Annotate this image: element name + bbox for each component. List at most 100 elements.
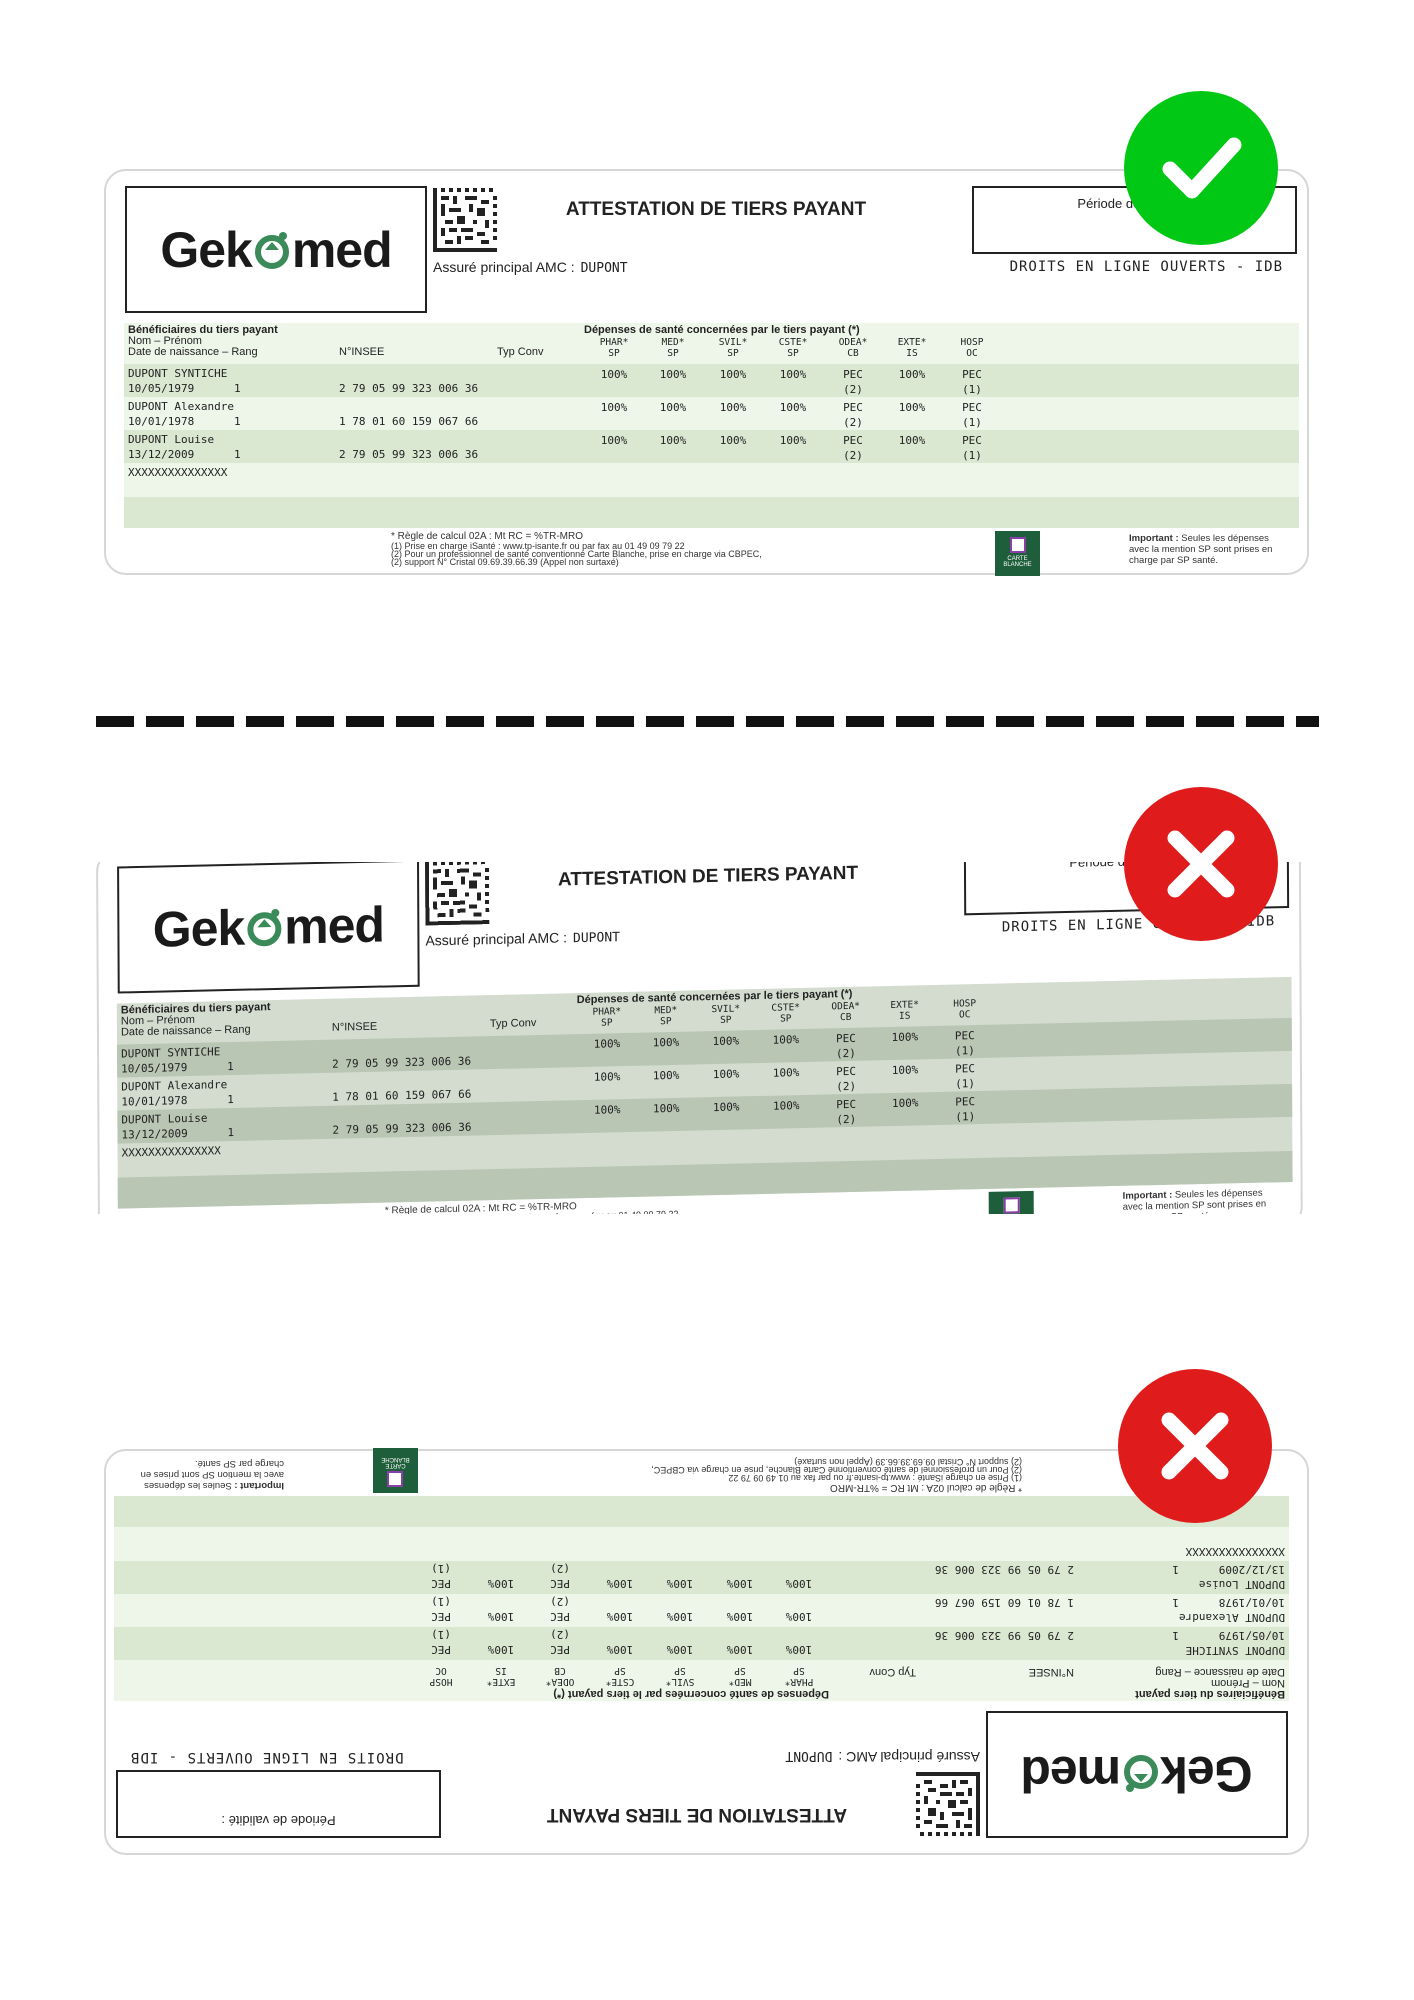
value-exte: 100%: [898, 401, 926, 414]
value-odea: PEC (2): [550, 1562, 570, 1590]
beneficiary-insee: 1 78 01 60 159 067 66: [934, 1596, 1074, 1609]
beneficiary-rang: 1: [227, 1092, 234, 1107]
value-med: 100%: [659, 368, 687, 381]
logo-text-left: Gek: [1161, 1746, 1253, 1803]
column-odea: ODEA* CB: [838, 337, 868, 359]
beneficiary-birth: 10/01/1978: [128, 415, 195, 428]
column-svil: SVIL* SP: [665, 1665, 695, 1687]
beneficiary-insee: 2 79 05 99 323 006 36: [934, 1629, 1074, 1642]
carte-blanche-logo: CARTE BLANCHE: [995, 531, 1040, 576]
value-cste: 100%: [779, 401, 807, 414]
beneficiary-insee: 2 79 05 99 323 006 36: [339, 448, 479, 461]
header-depenses: Dépenses de santé concernées par le tier…: [553, 1688, 829, 1700]
cross-badge: [1124, 787, 1278, 941]
footnote-2: (2) Pour un professionnel de santé conve…: [651, 1465, 1022, 1475]
value-hosp: PEC (1): [962, 368, 982, 396]
value-svil: 100%: [712, 1100, 740, 1115]
column-cste: CSTE* SP: [605, 1665, 635, 1687]
beneficiary-insee: 2 79 05 99 323 006 36: [339, 382, 479, 395]
value-phar: 100%: [594, 1103, 621, 1117]
value-med: 100%: [652, 1101, 680, 1116]
footnote-regle: * Règle de calcul 02A : Mt RC = %TR-MRO: [829, 1482, 1022, 1493]
column-cste: CSTE* SP: [771, 1002, 801, 1025]
droits-status: DROITS EN LIGNE OUVERTS - IDB: [130, 1749, 404, 1765]
beneficiary-name: DUPONT Alexandre: [128, 400, 234, 413]
footnote-1: (1) Prise en charge iSanté : www.tp-isan…: [391, 541, 685, 551]
beneficiary-rang: 1: [1172, 1596, 1179, 1609]
footnote-3: (2) support N° Cristal 09.69.39.66.39 (A…: [794, 1457, 1022, 1467]
header-typ-conv: Typ Conv: [869, 1666, 916, 1678]
column-exte: EXTE* IS: [486, 1665, 516, 1687]
empty-band: [124, 497, 1299, 528]
assure-principal: Assuré principal AMC :DUPONT: [425, 928, 620, 949]
value-phar: 100%: [600, 368, 628, 381]
gecko-ring-icon: [254, 231, 289, 269]
placeholder-row: XXXXXXXXXXXXXXX: [124, 463, 1299, 496]
datamatrix-code: [425, 862, 490, 926]
value-svil: 100%: [666, 1610, 694, 1623]
check-badge: [1124, 91, 1278, 245]
column-phar: PHAR* SP: [592, 1006, 622, 1029]
beneficiary-birth: 10/05/1979: [1218, 1629, 1285, 1642]
cross-icon: [1161, 1412, 1229, 1480]
beneficiaries-table: Bénéficiaires du tiers payant Nom – Prén…: [114, 1496, 1289, 1701]
value-cste: 100%: [772, 1099, 800, 1113]
value-exte: 100%: [891, 1063, 919, 1078]
carte-blanche-logo: CARTE BLANCHE: [373, 1448, 418, 1493]
value-svil: 100%: [719, 434, 747, 447]
separator-dashed-line: [96, 716, 1319, 727]
beneficiary-birth: 10/05/1979: [121, 1060, 188, 1076]
value-phar: 100%: [785, 1643, 813, 1656]
beneficiary-rang: 1: [1172, 1629, 1179, 1642]
value-cste: 100%: [779, 434, 807, 447]
datamatrix-code: [916, 1772, 980, 1836]
value-phar: 100%: [593, 1070, 621, 1084]
value-cste: 100%: [772, 1066, 800, 1080]
value-odea: PEC (2): [843, 368, 863, 396]
value-svil: 100%: [712, 1067, 740, 1082]
column-hosp: HOSP OC: [960, 337, 984, 359]
value-svil: 100%: [719, 368, 747, 381]
value-hosp: PEC (1): [955, 1095, 976, 1124]
value-phar: 100%: [593, 1037, 621, 1051]
value-cste: 100%: [606, 1643, 634, 1656]
placeholder-text: XXXXXXXXXXXXXXX: [121, 1144, 221, 1160]
column-med: MED* SP: [661, 337, 685, 359]
value-cste: 100%: [779, 368, 807, 381]
column-svil: SVIL* SP: [718, 337, 748, 359]
logo-text-right: med: [291, 221, 393, 278]
beneficiary-rang: 1: [234, 448, 241, 461]
datamatrix-code: [433, 188, 497, 252]
placeholder-text: XXXXXXXXXXXXXXX: [1185, 1545, 1285, 1558]
footnotes: * Règle de calcul 02A : Mt RC = %TR-MRO …: [651, 1457, 1022, 1493]
beneficiary-rang: 1: [234, 382, 241, 395]
beneficiary-insee: 1 78 01 60 159 067 66: [339, 415, 479, 428]
value-hosp: PEC (1): [431, 1562, 451, 1590]
beneficiary-name: DUPONT SYNTICHE: [128, 367, 228, 380]
value-odea: PEC (2): [836, 1097, 857, 1127]
assure-principal: Assuré principal AMC :DUPONT: [433, 259, 628, 276]
beneficiary-birth: 13/12/2009: [121, 1126, 188, 1142]
value-svil: 100%: [666, 1643, 694, 1656]
beneficiary-rang: 1: [1172, 1563, 1179, 1576]
cross-badge: [1118, 1369, 1272, 1523]
assure-value: DUPONT: [580, 261, 628, 276]
beneficiaries-table: Bénéficiaires du tiers payant Nom – Prén…: [124, 323, 1299, 528]
header-date-rang: Date de naissance – Rang: [1155, 1666, 1285, 1678]
value-hosp: PEC (1): [431, 1628, 451, 1656]
header-nom-prenom: Nom – Prénom: [1211, 1677, 1285, 1689]
header-depenses: Dépenses de santé concernées par le tier…: [584, 324, 860, 336]
beneficiary-birth: 10/01/1978: [1218, 1596, 1285, 1609]
column-med: MED* SP: [654, 1004, 678, 1028]
gekomed-logo: Gek med: [153, 895, 385, 958]
value-odea: PEC (2): [836, 1064, 857, 1094]
important-note: Important : Seules les dépenses avec la …: [140, 1458, 284, 1491]
assure-value: DUPONT: [572, 930, 621, 947]
important-note: Important : Seules les dépenses avec la …: [1122, 1187, 1267, 1214]
value-med: 100%: [659, 401, 687, 414]
gekomed-logo: Gek med: [160, 221, 393, 279]
placeholder-text: XXXXXXXXXXXXXXX: [128, 466, 228, 479]
footnote-2: (2) Pour un professionnel de santé conve…: [391, 549, 762, 559]
beneficiary-rang: 1: [227, 1125, 235, 1140]
footnote-1: (1) Prise en charge iSanté : www.tp-isan…: [728, 1473, 1022, 1483]
